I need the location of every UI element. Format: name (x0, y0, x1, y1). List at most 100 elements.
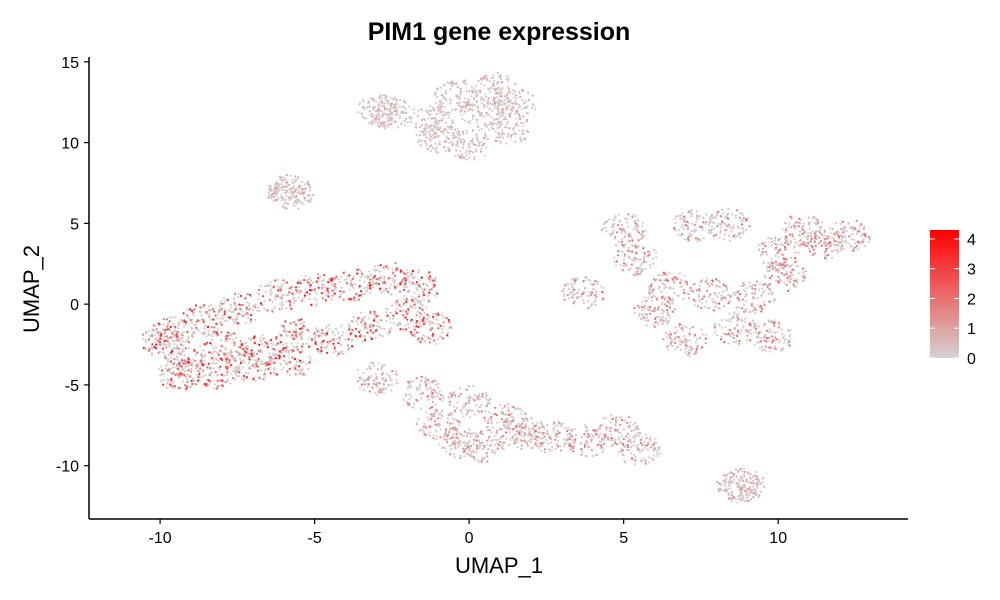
cell-point (388, 374, 391, 377)
cell-point (369, 292, 372, 295)
cell-point (245, 307, 248, 310)
cell-point (285, 334, 288, 337)
cell-point (501, 407, 504, 410)
cell-point (475, 432, 478, 435)
cell-point (220, 317, 223, 320)
cell-point (480, 410, 483, 413)
cell-point (638, 432, 642, 435)
cell-point (280, 368, 283, 371)
cell-point (346, 276, 349, 279)
cell-point (584, 276, 587, 279)
cell-point (421, 118, 424, 122)
cell-point (483, 154, 486, 157)
cell-point (642, 260, 646, 263)
cell-point (152, 324, 155, 327)
cell-point (428, 271, 431, 274)
cell-point (160, 323, 163, 326)
cell-point (585, 426, 588, 429)
cell-point (585, 435, 588, 438)
cell-point (185, 365, 188, 368)
cell-point (487, 123, 490, 126)
cell-point (530, 447, 533, 450)
cell-point (630, 445, 633, 448)
cell-point (381, 335, 384, 338)
cell-point (272, 371, 275, 374)
cell-point (757, 336, 760, 339)
cell-point (753, 292, 756, 295)
cell-point (446, 421, 449, 424)
cell-point (211, 352, 214, 355)
cell-point (425, 132, 428, 135)
cell-point (274, 343, 278, 346)
cell-point (629, 421, 632, 424)
cell-point (466, 385, 470, 388)
cell-point (669, 343, 673, 346)
cell-point (232, 318, 235, 321)
cell-point (299, 369, 302, 372)
cell-point (694, 341, 698, 344)
cell-point (390, 304, 394, 307)
cell-point (647, 250, 650, 253)
cell-point (511, 102, 514, 105)
cell-point (783, 341, 786, 344)
cell-point (763, 339, 766, 342)
cell-point (276, 342, 279, 345)
cell-point (767, 339, 770, 342)
cell-point (308, 355, 311, 358)
cell-point (449, 448, 452, 451)
cell-point (186, 339, 189, 342)
cell-point (430, 124, 433, 127)
cell-point (457, 437, 460, 440)
cell-point (433, 408, 436, 411)
cell-point (632, 423, 635, 426)
cell-point (767, 319, 770, 322)
cell-point (723, 340, 726, 343)
cell-point (432, 285, 435, 288)
cell-point (398, 117, 401, 120)
cell-point (301, 370, 304, 373)
cell-point (448, 413, 451, 416)
cell-point (664, 332, 667, 335)
cell-point (536, 436, 539, 439)
cell-point (764, 345, 767, 348)
cell-point (476, 118, 479, 122)
cell-point (488, 428, 491, 432)
cell-point (416, 310, 419, 313)
cell-point (460, 114, 463, 117)
cell-point (369, 329, 372, 332)
cell-point (362, 371, 365, 374)
cell-point (436, 382, 440, 386)
cell-point (573, 282, 576, 285)
cell-point (432, 415, 435, 418)
cell-point (208, 309, 211, 312)
cell-point (473, 438, 476, 442)
cell-point (617, 451, 620, 454)
cell-point (521, 99, 524, 102)
cell-point (644, 229, 647, 232)
cell-point (327, 290, 330, 294)
cell-point (642, 257, 646, 261)
cell-point (683, 325, 686, 328)
cell-point (559, 444, 562, 448)
cell-point (279, 302, 282, 306)
cell-point (223, 319, 227, 322)
cell-point (689, 286, 692, 289)
cell-point (454, 155, 457, 158)
cell-point (382, 391, 385, 395)
cell-point (334, 328, 337, 331)
cell-point (664, 296, 667, 299)
cell-point (501, 136, 504, 139)
cell-point (755, 331, 758, 334)
cell-point (605, 435, 608, 438)
cell-point (486, 138, 489, 141)
cell-point (416, 282, 420, 285)
cell-point (172, 380, 175, 383)
cell-point (185, 389, 188, 392)
cell-point (748, 310, 752, 313)
cell-point (755, 308, 759, 311)
cell-point (364, 338, 367, 342)
cell-point (159, 374, 162, 377)
cell-point (477, 394, 481, 397)
cell-point (522, 115, 525, 118)
cell-point (182, 312, 185, 315)
